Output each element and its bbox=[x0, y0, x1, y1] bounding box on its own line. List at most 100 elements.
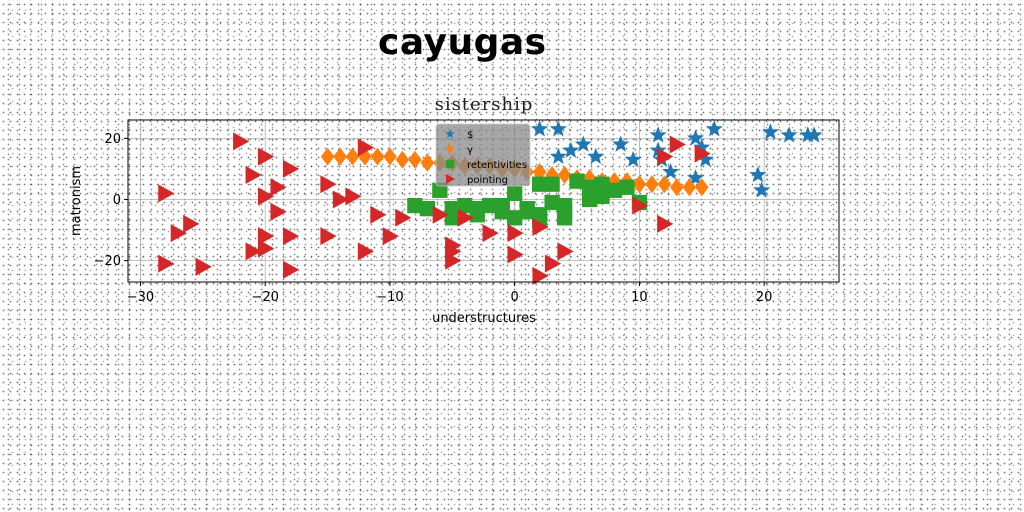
star-point bbox=[624, 150, 642, 168]
square-point bbox=[594, 188, 610, 205]
triangle-right-point bbox=[332, 190, 350, 209]
star-point bbox=[780, 126, 798, 143]
diamond-point bbox=[383, 147, 397, 166]
triangle-right-point bbox=[158, 184, 175, 203]
star-point bbox=[749, 166, 767, 183]
plot-frame bbox=[127, 119, 840, 283]
triangle-right-point bbox=[258, 147, 275, 166]
x-tick-label: −30 bbox=[127, 290, 154, 305]
diamond-point bbox=[532, 162, 547, 181]
data-points bbox=[158, 120, 823, 285]
square-point bbox=[507, 210, 523, 226]
diamond-point bbox=[657, 175, 672, 194]
x-tick-label: 10 bbox=[631, 290, 648, 305]
series-0 bbox=[531, 120, 823, 198]
square-point bbox=[606, 182, 623, 198]
triangle-right-point bbox=[357, 242, 374, 261]
triangle-right-point bbox=[183, 214, 200, 233]
star-point bbox=[549, 120, 567, 137]
triangle-right-point bbox=[557, 242, 574, 261]
star-point bbox=[562, 141, 580, 158]
star-point bbox=[693, 138, 711, 155]
triangle-right-point bbox=[270, 202, 287, 221]
star-point bbox=[761, 123, 779, 140]
diamond-point bbox=[695, 178, 709, 197]
legend-label: $ bbox=[467, 130, 473, 141]
y-tick-label: 20 bbox=[104, 132, 121, 147]
y-axis-label: matronism bbox=[69, 166, 84, 236]
star-point bbox=[549, 147, 567, 164]
triangle-right-point bbox=[320, 175, 337, 194]
square-point bbox=[494, 204, 510, 220]
x-tick-label: −10 bbox=[376, 290, 403, 305]
x-tick-label: −20 bbox=[251, 290, 278, 305]
triangle-right-point bbox=[694, 144, 711, 163]
square-point bbox=[482, 197, 498, 214]
triangle-right-point bbox=[432, 205, 449, 224]
axis-ticks: −30 −20 −10 0 10 20 −20 0 20 bbox=[94, 132, 773, 305]
legend-box bbox=[435, 123, 531, 187]
triangle-right-point bbox=[669, 135, 686, 154]
diamond-point bbox=[420, 153, 435, 172]
triangle-right-point bbox=[258, 227, 275, 246]
square-point bbox=[457, 197, 473, 214]
triangle-right-point bbox=[195, 257, 212, 276]
legend-star-icon bbox=[445, 129, 455, 139]
square-point bbox=[419, 200, 436, 217]
legend-label: γ bbox=[467, 145, 473, 156]
diamond-point bbox=[632, 175, 647, 194]
diamond-point bbox=[370, 147, 385, 166]
square-point bbox=[432, 182, 448, 198]
triangle-right-point bbox=[657, 147, 674, 166]
square-point bbox=[507, 185, 523, 202]
star-point bbox=[574, 135, 592, 152]
star-point bbox=[705, 120, 723, 137]
star-point bbox=[531, 120, 549, 137]
star-point bbox=[587, 147, 605, 164]
legend: $ γ retentivities pointing bbox=[435, 123, 531, 187]
square-point bbox=[544, 176, 560, 192]
x-axis-label: understructures bbox=[432, 311, 536, 326]
triangle-right-point bbox=[657, 214, 674, 233]
star-point bbox=[753, 181, 771, 198]
legend-diamond-icon bbox=[446, 144, 454, 154]
square-point bbox=[619, 179, 635, 195]
triangle-right-point bbox=[233, 132, 250, 151]
triangle-right-point bbox=[532, 217, 549, 236]
diamond-point bbox=[395, 150, 410, 169]
star-point bbox=[686, 169, 705, 186]
triangle-right-point bbox=[245, 166, 262, 185]
triangle-right-point bbox=[632, 196, 649, 215]
triangle-right-point bbox=[270, 178, 287, 197]
y-tick-label: −20 bbox=[94, 254, 121, 269]
star-point bbox=[649, 126, 667, 143]
legend-square-icon bbox=[445, 159, 455, 169]
diamond-point bbox=[408, 150, 422, 169]
star-point bbox=[662, 162, 680, 180]
triangle-right-point bbox=[282, 227, 300, 246]
diamond-point bbox=[645, 175, 659, 194]
chart-title: sistership bbox=[435, 94, 534, 115]
star-point bbox=[696, 150, 715, 168]
triangle-right-point bbox=[457, 208, 474, 227]
triangle-right-point bbox=[382, 227, 399, 246]
star-point bbox=[799, 126, 817, 143]
diamond-point bbox=[333, 147, 347, 166]
diamond-point bbox=[320, 147, 335, 166]
triangle-right-point bbox=[258, 239, 275, 258]
triangle-right-point bbox=[395, 208, 412, 227]
square-point bbox=[581, 179, 598, 195]
triangle-right-point bbox=[544, 254, 562, 273]
triangle-right-point bbox=[370, 205, 387, 224]
star-point bbox=[612, 135, 630, 152]
triangle-right-point bbox=[320, 227, 337, 246]
square-point bbox=[594, 176, 610, 192]
legend-label: pointing bbox=[467, 175, 508, 186]
square-point bbox=[519, 204, 535, 220]
legend-label: retentivities bbox=[467, 160, 527, 171]
square-point bbox=[581, 191, 598, 208]
x-tick-label: 20 bbox=[756, 290, 773, 305]
triangle-right-point bbox=[158, 254, 175, 273]
triangle-right-point bbox=[345, 187, 362, 206]
